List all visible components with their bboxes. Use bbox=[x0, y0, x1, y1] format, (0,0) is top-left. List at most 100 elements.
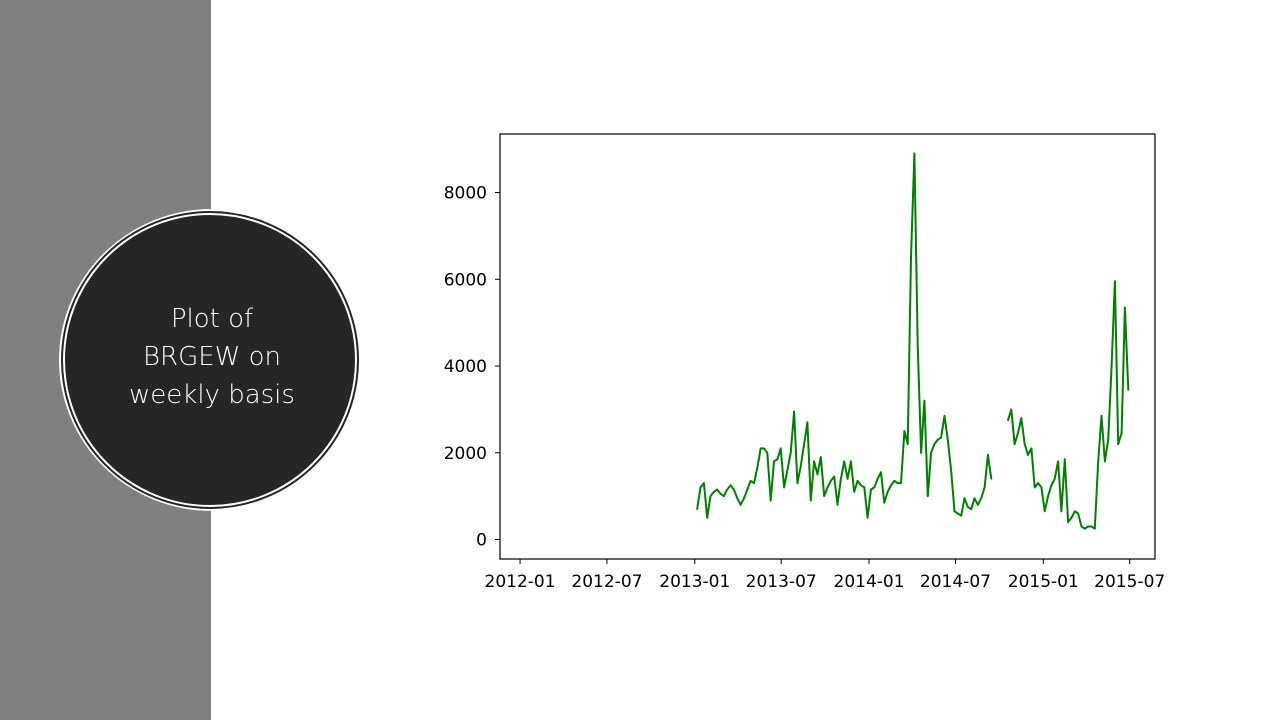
data-point bbox=[1117, 443, 1120, 445]
data-point bbox=[1107, 438, 1110, 441]
data-point bbox=[1120, 432, 1123, 435]
data-point bbox=[1033, 486, 1036, 489]
data-point bbox=[833, 475, 836, 478]
data-point bbox=[1010, 408, 1013, 411]
data-point bbox=[943, 415, 946, 417]
data-point bbox=[1040, 486, 1043, 489]
data-point bbox=[953, 510, 956, 513]
data-point bbox=[1097, 460, 1100, 463]
data-point bbox=[970, 508, 973, 510]
data-point bbox=[983, 486, 986, 489]
data-point bbox=[769, 499, 772, 502]
data-point bbox=[793, 410, 795, 413]
data-point bbox=[1077, 512, 1079, 515]
data-point bbox=[850, 460, 852, 463]
y-tick-label: 4000 bbox=[444, 357, 487, 377]
data-point bbox=[977, 503, 979, 506]
data-point bbox=[980, 497, 983, 500]
data-point bbox=[1114, 280, 1116, 283]
data-point bbox=[823, 495, 826, 497]
data-point bbox=[886, 490, 889, 493]
data-point bbox=[843, 460, 846, 463]
data-point bbox=[1100, 415, 1103, 417]
data-point bbox=[873, 486, 876, 489]
data-point bbox=[763, 447, 765, 450]
data-point bbox=[973, 497, 976, 500]
data-point bbox=[783, 486, 785, 489]
data-point bbox=[967, 506, 969, 508]
data-point bbox=[880, 471, 882, 474]
x-tick-label: 2012-01 bbox=[485, 572, 556, 592]
data-point bbox=[870, 488, 872, 491]
data-point bbox=[819, 456, 822, 458]
slide-title: Plot of BRGEW on weekly basis bbox=[90, 300, 334, 414]
data-point bbox=[739, 503, 742, 506]
data-point bbox=[789, 451, 792, 454]
data-point bbox=[856, 480, 859, 482]
data-point bbox=[896, 482, 899, 484]
data-point bbox=[1124, 306, 1126, 309]
data-point bbox=[753, 482, 755, 484]
data-point bbox=[860, 484, 862, 487]
data-point bbox=[990, 477, 993, 480]
data-point bbox=[946, 438, 949, 441]
series-line bbox=[1007, 280, 1130, 530]
data-point bbox=[930, 451, 932, 454]
data-point bbox=[1013, 443, 1016, 445]
data-point bbox=[940, 436, 942, 439]
data-point bbox=[1027, 454, 1029, 456]
data-point bbox=[1110, 365, 1113, 367]
data-point bbox=[913, 152, 916, 155]
series-line bbox=[696, 152, 993, 519]
data-point bbox=[923, 399, 926, 402]
data-point bbox=[699, 486, 702, 489]
data-point bbox=[1063, 458, 1066, 461]
data-point bbox=[987, 454, 989, 456]
data-point bbox=[893, 480, 896, 482]
data-point bbox=[826, 486, 829, 489]
data-point bbox=[709, 495, 712, 497]
data-point bbox=[743, 497, 745, 500]
data-point bbox=[813, 460, 815, 463]
data-point bbox=[799, 464, 802, 467]
data-point bbox=[936, 438, 939, 441]
data-point bbox=[1037, 482, 1039, 484]
data-point bbox=[1073, 510, 1076, 513]
data-point bbox=[703, 482, 705, 484]
data-point bbox=[729, 484, 732, 487]
data-point bbox=[840, 477, 842, 480]
data-point bbox=[713, 490, 715, 493]
data-point bbox=[1050, 484, 1053, 487]
axes-layer: 2012-01 2012-07 2013-01 2013-07 2014-01 2014-… bbox=[444, 184, 1165, 592]
data-point bbox=[716, 488, 719, 491]
data-point bbox=[903, 430, 906, 432]
y-tick-label: 8000 bbox=[444, 184, 487, 204]
data-point bbox=[803, 443, 805, 445]
data-point bbox=[910, 256, 912, 259]
data-point bbox=[1017, 432, 1019, 435]
x-tick-label: 2015-07 bbox=[1094, 572, 1165, 592]
data-point bbox=[719, 493, 722, 495]
data-point bbox=[1104, 460, 1106, 463]
slide-title-line: Plot of bbox=[170, 304, 254, 334]
data-point bbox=[706, 516, 709, 519]
y-tick-label: 6000 bbox=[444, 270, 487, 290]
x-tick-label: 2015-01 bbox=[1008, 572, 1079, 592]
series-layer bbox=[696, 152, 1130, 530]
data-point bbox=[846, 477, 849, 480]
data-point bbox=[863, 486, 866, 489]
data-point bbox=[806, 421, 809, 424]
data-point bbox=[890, 484, 892, 487]
data-point bbox=[786, 469, 789, 471]
x-tick-label: 2013-01 bbox=[659, 572, 730, 592]
x-tick-label: 2014-01 bbox=[834, 572, 905, 592]
data-point bbox=[736, 497, 739, 500]
data-point bbox=[883, 501, 886, 504]
data-point bbox=[906, 443, 909, 445]
data-point bbox=[1060, 510, 1063, 513]
data-point bbox=[776, 458, 779, 461]
data-point bbox=[726, 488, 729, 491]
data-point bbox=[900, 482, 902, 484]
data-point bbox=[696, 508, 699, 510]
